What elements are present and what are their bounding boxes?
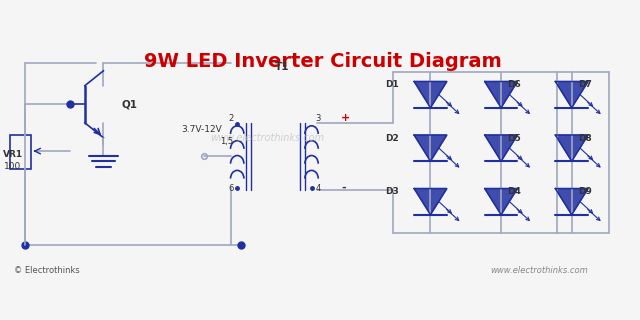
Text: 6: 6 (228, 184, 234, 193)
Text: D9: D9 (578, 187, 591, 196)
Polygon shape (556, 135, 588, 161)
Bar (10, 135, 31, 169)
Text: D6: D6 (507, 80, 521, 89)
Text: 100: 100 (4, 162, 21, 171)
Text: 9W LED Inverter Circuit Diagram: 9W LED Inverter Circuit Diagram (144, 52, 502, 71)
Text: T1: T1 (275, 62, 289, 72)
Text: D3: D3 (385, 187, 399, 196)
Text: www.electrothinks.com: www.electrothinks.com (490, 266, 588, 275)
Text: 3: 3 (316, 114, 321, 123)
Text: 2: 2 (228, 114, 234, 123)
Text: D4: D4 (507, 187, 521, 196)
Text: +: + (341, 113, 351, 123)
Text: D5: D5 (507, 134, 521, 143)
Text: www.electrothinks.com: www.electrothinks.com (210, 133, 324, 143)
Polygon shape (414, 135, 447, 161)
Text: 3.7V-12V: 3.7V-12V (181, 125, 222, 134)
Text: D8: D8 (578, 134, 591, 143)
Text: -: - (341, 183, 346, 193)
Text: © Electrothinks: © Electrothinks (14, 266, 80, 275)
Polygon shape (556, 82, 588, 108)
Text: Q1: Q1 (122, 99, 138, 109)
Text: D7: D7 (578, 80, 591, 89)
Text: D2: D2 (385, 134, 399, 143)
Polygon shape (484, 135, 518, 161)
Polygon shape (484, 82, 518, 108)
Polygon shape (414, 188, 447, 215)
Polygon shape (556, 188, 588, 215)
Text: D1: D1 (385, 80, 399, 89)
Text: 4: 4 (316, 184, 321, 193)
Polygon shape (484, 188, 518, 215)
Polygon shape (414, 82, 447, 108)
Text: 1,5: 1,5 (220, 137, 234, 146)
Text: VR1: VR1 (3, 149, 23, 158)
